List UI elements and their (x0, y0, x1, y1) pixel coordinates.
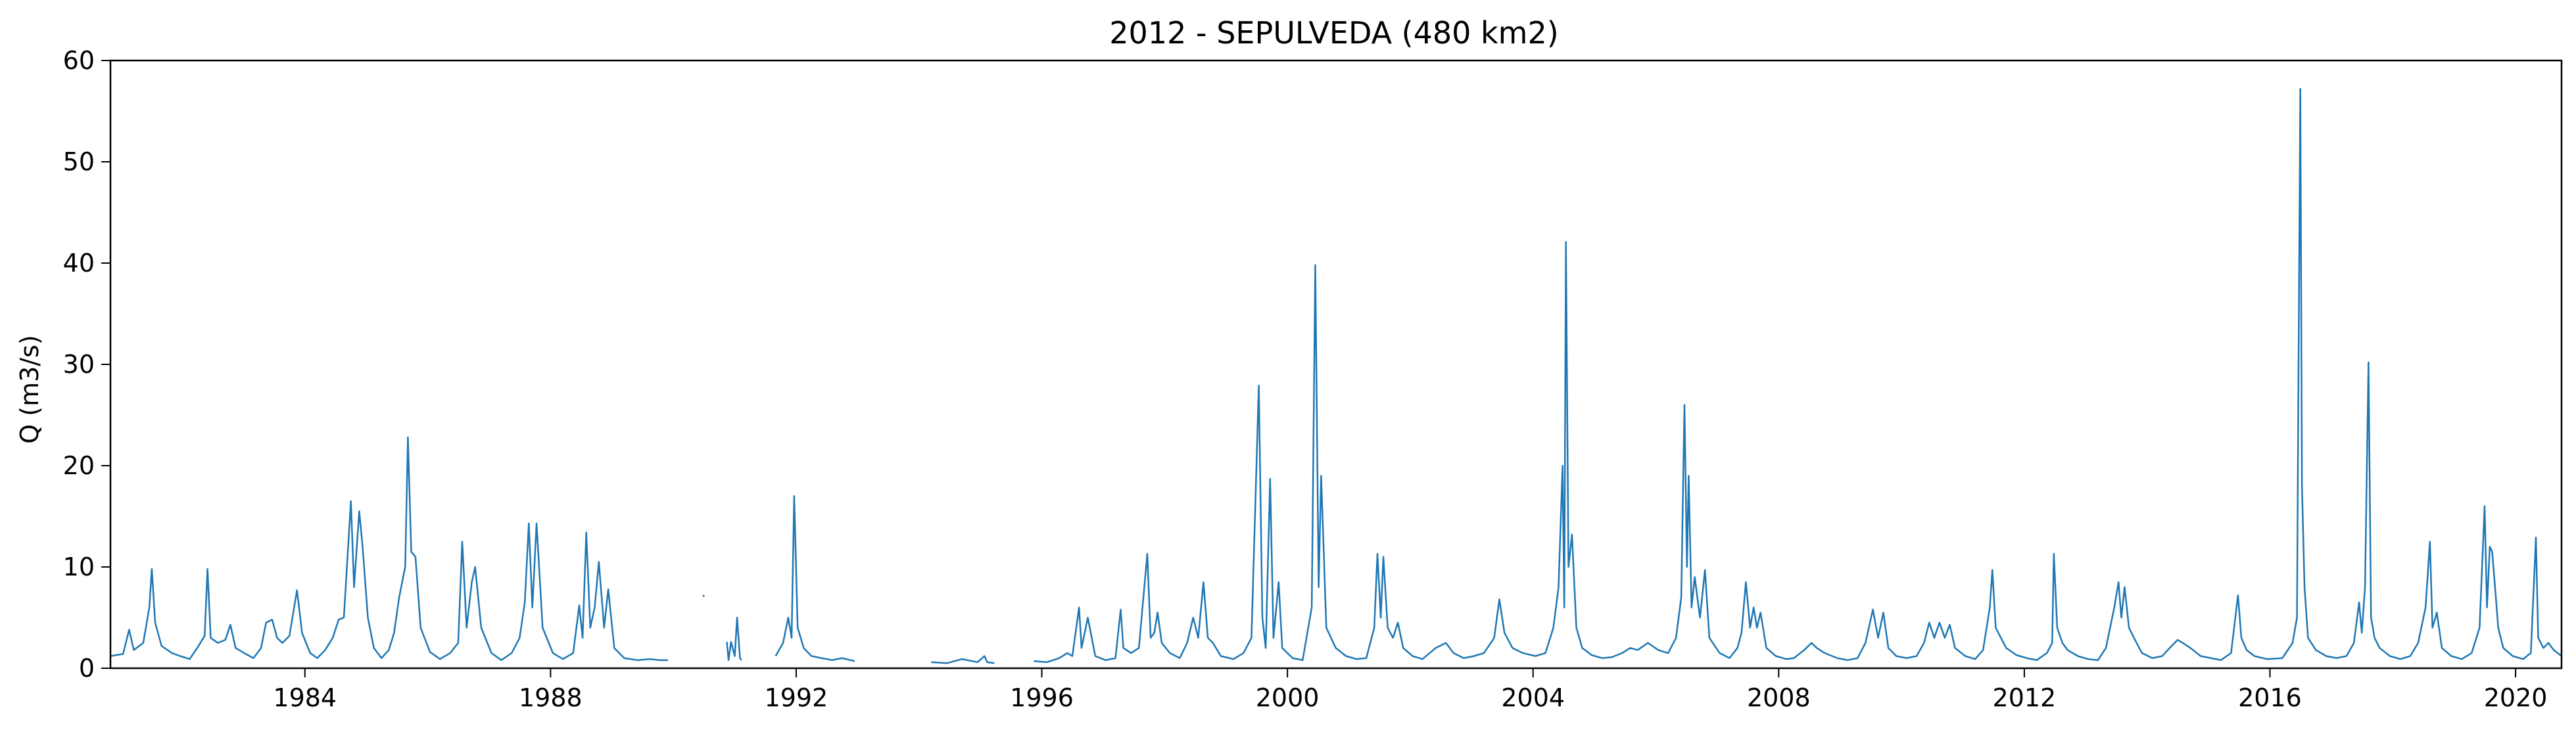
discharge-line-segment (110, 436, 668, 661)
discharge-line-segment (775, 495, 855, 662)
y-tick-label: 60 (63, 46, 95, 75)
chart-title: 2012 - SEPULVEDA (480 km2) (1109, 15, 1558, 51)
x-tick-label: 2000 (1256, 683, 1320, 712)
y-tick-label: 40 (63, 249, 95, 278)
y-tick-label: 20 (63, 451, 95, 480)
discharge-line-segment (1034, 87, 2562, 664)
x-tick-label: 1992 (765, 683, 828, 712)
y-tick-label: 50 (63, 147, 95, 176)
y-tick-label: 30 (63, 350, 95, 379)
x-tick-label: 1988 (519, 683, 583, 712)
discharge-line-segment (702, 595, 705, 597)
discharge-line-segment (726, 616, 742, 661)
x-tick-label: 1996 (1010, 683, 1074, 712)
y-tick-label: 0 (79, 654, 95, 683)
discharge-series (110, 87, 2562, 664)
x-tick-label: 1984 (273, 683, 337, 712)
plot-frame (109, 59, 2563, 670)
x-tick-label: 2016 (2238, 683, 2302, 712)
x-tick-label: 2020 (2484, 683, 2548, 712)
x-axis-ticks: 1984 1988 1992 1996 2000 2004 2008 2012 2016 2020 (273, 668, 2547, 712)
x-tick-label: 2012 (1993, 683, 2057, 712)
y-axis-ticks: 0 10 20 30 40 50 60 (63, 46, 110, 683)
discharge-line-segment (931, 655, 995, 664)
y-axis-label: Q (m3/s) (15, 335, 44, 443)
x-tick-label: 2004 (1501, 683, 1565, 712)
x-tick-label: 2008 (1747, 683, 1811, 712)
y-tick-label: 10 (63, 552, 95, 581)
